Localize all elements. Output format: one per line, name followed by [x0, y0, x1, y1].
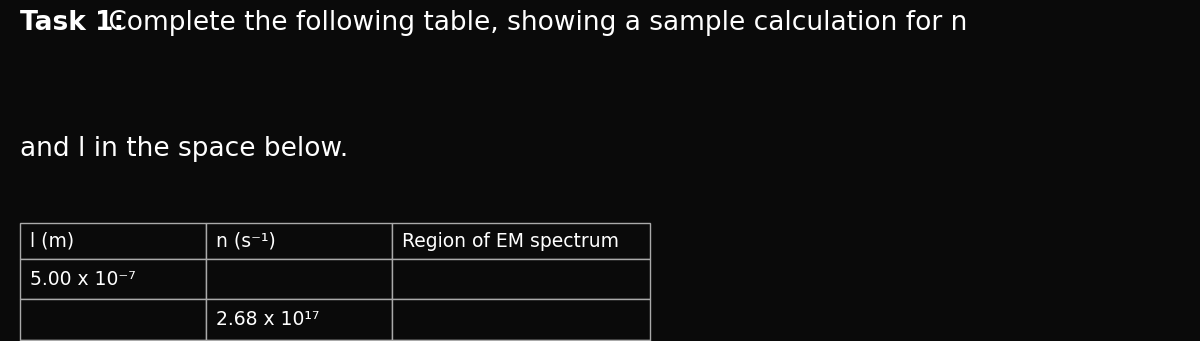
Bar [392, 299, 650, 340]
Bar [392, 259, 650, 299]
Text: l (m): l (m) [30, 232, 74, 251]
Text: Task 1:: Task 1: [20, 10, 125, 36]
Bar [206, 259, 392, 299]
Text: Complete the following table, showing a sample calculation for n: Complete the following table, showing a … [100, 10, 967, 36]
Text: Region of EM spectrum: Region of EM spectrum [402, 232, 619, 251]
Bar [20, 259, 206, 299]
Bar [206, 223, 392, 259]
Text: and l in the space below.: and l in the space below. [20, 136, 349, 162]
Text: n (s⁻¹): n (s⁻¹) [216, 232, 276, 251]
Bar [392, 340, 650, 341]
Bar [206, 340, 392, 341]
Bar [392, 223, 650, 259]
Bar [20, 299, 206, 340]
Bar [20, 340, 206, 341]
Bar [206, 299, 392, 340]
Bar [20, 223, 206, 259]
Text: 5.00 x 10⁻⁷: 5.00 x 10⁻⁷ [30, 270, 136, 289]
Text: 2.68 x 10¹⁷: 2.68 x 10¹⁷ [216, 310, 319, 329]
